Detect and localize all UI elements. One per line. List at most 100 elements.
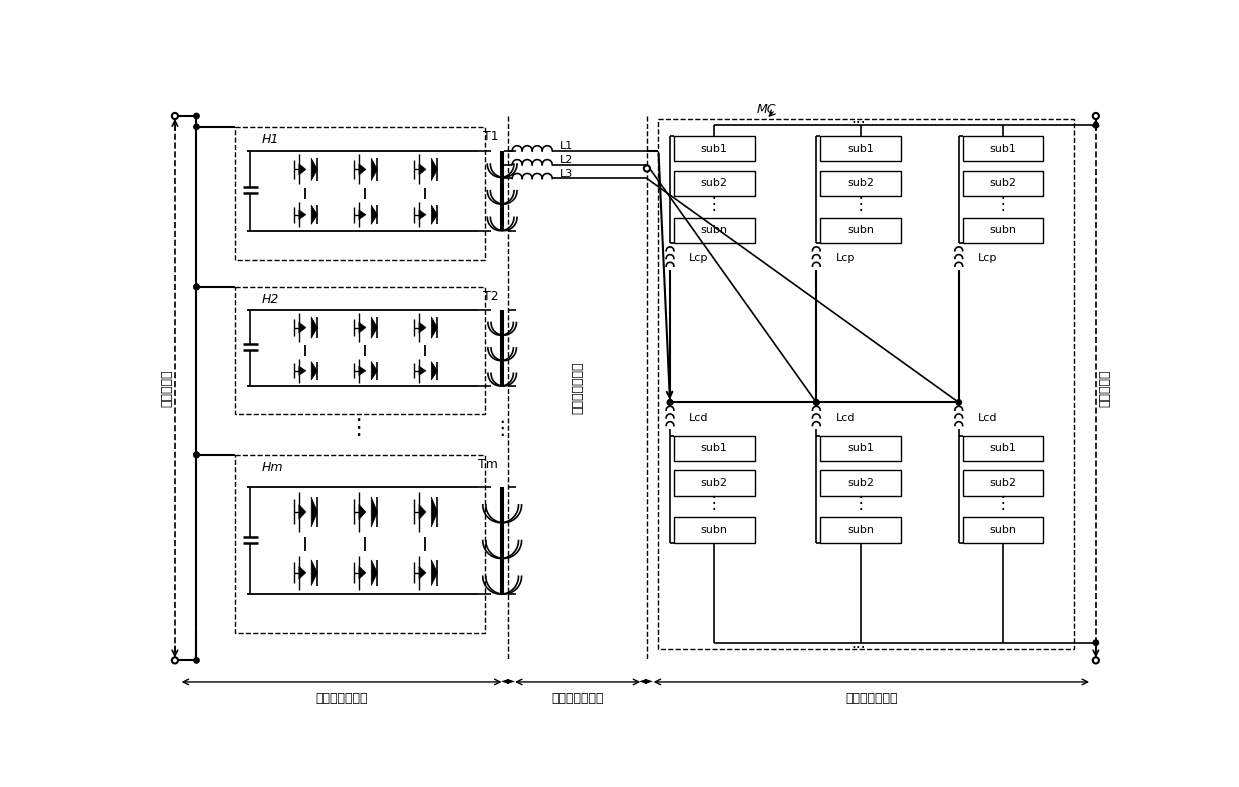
Text: subn: subn	[990, 225, 1016, 235]
Text: Hm: Hm	[261, 460, 284, 474]
Text: subn: subn	[847, 525, 873, 535]
Polygon shape	[431, 158, 437, 180]
Circle shape	[957, 400, 961, 405]
Circle shape	[1093, 640, 1099, 645]
Text: sub1: sub1	[990, 144, 1016, 153]
Text: Lcp: Lcp	[689, 253, 709, 264]
Bar	[674, 470, 755, 496]
Text: sub2: sub2	[847, 179, 873, 188]
Polygon shape	[299, 567, 306, 579]
Polygon shape	[419, 366, 426, 375]
Circle shape	[814, 400, 819, 405]
Text: Lcd: Lcd	[689, 413, 709, 423]
Polygon shape	[311, 158, 317, 180]
Circle shape	[193, 658, 199, 663]
Text: subn: subn	[990, 525, 1016, 535]
Polygon shape	[299, 210, 306, 220]
Bar	[963, 171, 1043, 196]
Circle shape	[193, 113, 199, 119]
Text: subn: subn	[701, 225, 727, 235]
Circle shape	[193, 452, 199, 457]
Polygon shape	[311, 497, 317, 527]
Text: 高压直流变换级: 高压直流变换级	[845, 693, 897, 705]
Text: sub1: sub1	[701, 443, 727, 453]
Text: ⋮: ⋮	[995, 494, 1011, 512]
Text: 高压直流端: 高压直流端	[1099, 369, 1111, 407]
Text: sub2: sub2	[847, 478, 873, 488]
Text: subn: subn	[701, 525, 727, 535]
Polygon shape	[419, 210, 426, 220]
Text: sub1: sub1	[847, 144, 873, 153]
Polygon shape	[431, 205, 437, 224]
Polygon shape	[431, 497, 437, 527]
Text: ···: ···	[851, 641, 866, 656]
Bar	[820, 517, 901, 542]
Text: T1: T1	[483, 130, 498, 142]
Polygon shape	[431, 317, 437, 338]
Text: sub2: sub2	[701, 478, 727, 488]
Polygon shape	[311, 560, 317, 586]
Text: sub2: sub2	[701, 179, 727, 188]
Circle shape	[814, 400, 819, 405]
Polygon shape	[419, 504, 426, 519]
Text: 高频隔离变换级: 高频隔离变换级	[551, 693, 603, 705]
Polygon shape	[372, 205, 378, 224]
Polygon shape	[372, 158, 378, 180]
Text: ⋮: ⋮	[852, 494, 869, 512]
Text: ◄►: ◄►	[639, 675, 654, 685]
Text: sub1: sub1	[847, 443, 873, 453]
Polygon shape	[372, 497, 378, 527]
Bar	[963, 435, 1043, 461]
Bar	[820, 171, 901, 196]
Polygon shape	[419, 164, 426, 175]
Text: 低压直流端: 低压直流端	[161, 369, 173, 407]
Polygon shape	[419, 567, 426, 579]
Text: Lcp: Lcp	[978, 253, 997, 264]
Polygon shape	[299, 504, 306, 519]
Polygon shape	[299, 164, 306, 175]
Bar	[674, 136, 755, 161]
Polygon shape	[372, 317, 378, 338]
Circle shape	[193, 284, 199, 290]
Circle shape	[1093, 657, 1099, 663]
Text: sub1: sub1	[990, 443, 1016, 453]
Polygon shape	[359, 567, 366, 579]
Circle shape	[668, 400, 673, 405]
Text: ⋮: ⋮	[706, 194, 722, 212]
Polygon shape	[372, 560, 378, 586]
Text: 高压高频交流端: 高压高频交流端	[571, 362, 584, 415]
Bar	[235, 287, 486, 414]
Bar	[674, 171, 755, 196]
Text: ◄►: ◄►	[501, 675, 515, 685]
Circle shape	[193, 452, 199, 457]
Text: Lcd: Lcd	[835, 413, 855, 423]
Polygon shape	[431, 362, 437, 380]
Bar	[963, 218, 1043, 243]
Text: 低压直流变换级: 低压直流变换级	[316, 693, 368, 705]
Circle shape	[172, 113, 178, 119]
Text: Lcd: Lcd	[978, 413, 997, 423]
Polygon shape	[359, 322, 366, 333]
Circle shape	[668, 400, 673, 405]
Text: ⋮: ⋮	[347, 418, 369, 438]
Polygon shape	[359, 504, 366, 519]
Text: H1: H1	[261, 132, 279, 146]
Text: ⋮: ⋮	[852, 194, 869, 212]
Text: subn: subn	[847, 225, 873, 235]
Polygon shape	[359, 164, 366, 175]
Polygon shape	[359, 366, 366, 375]
Circle shape	[193, 284, 199, 290]
Text: Lcp: Lcp	[835, 253, 855, 264]
Circle shape	[1093, 123, 1099, 128]
Text: ⋮: ⋮	[492, 419, 512, 438]
Bar	[674, 218, 755, 243]
Bar	[820, 136, 901, 161]
Bar	[235, 455, 486, 634]
Polygon shape	[372, 362, 378, 380]
Text: ⋮: ⋮	[706, 494, 722, 512]
Bar	[674, 517, 755, 542]
Polygon shape	[359, 210, 366, 220]
Bar	[963, 136, 1043, 161]
Bar	[674, 435, 755, 461]
Text: ···: ···	[851, 116, 866, 131]
